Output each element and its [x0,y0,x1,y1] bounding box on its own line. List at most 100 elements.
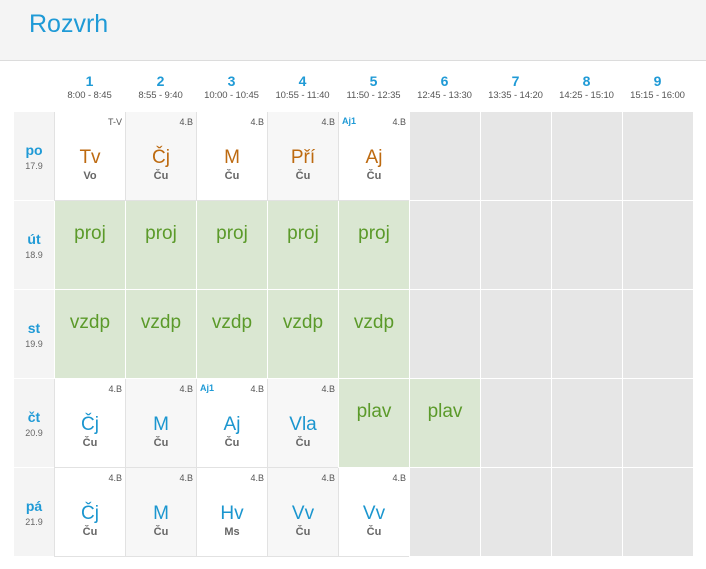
room-label: 4.B [179,384,193,394]
empty-cell [551,112,622,201]
empty-cell [551,468,622,557]
room-label: 4.B [108,384,122,394]
period-time: 10:55 - 11:40 [275,90,330,101]
room-label: 4.B [321,384,335,394]
subject-label: Aj [365,147,383,168]
day-date: 18.9 [25,249,43,260]
room-label: 4.B [392,117,406,127]
timetable-grid: 1 8:00 - 8:45 2 8:55 - 9:40 3 10:00 - 10:45… [14,72,694,557]
period-time: 15:15 - 16:00 [630,90,685,101]
event-cell[interactable]: vzdp [125,290,196,379]
event-cell[interactable]: proj [54,201,125,290]
event-label: vzdp [282,312,324,333]
subject-label: M [153,414,169,435]
period-header: 3 10:00 - 10:45 [196,72,267,112]
event-label: proj [216,223,248,244]
period-number: 9 [653,73,662,89]
day-header-friday: pá 21.9 [14,468,54,557]
empty-cell [622,201,693,290]
event-label: proj [287,223,319,244]
subject-label: Vla [289,414,317,435]
subject-label: Aj [223,414,241,435]
empty-cell [480,468,551,557]
empty-cell [409,468,480,557]
lesson-cell[interactable]: 4.B Čj Ču [54,379,125,468]
empty-cell [409,112,480,201]
room-label: 4.B [250,473,264,483]
lesson-cell[interactable]: 4.B M Ču [196,112,267,201]
day-name: čt [27,408,41,425]
teacher-label: Ču [366,170,382,182]
empty-cell [480,112,551,201]
period-time: 14:25 - 15:10 [559,90,614,101]
lesson-cell[interactable]: 4.B Vv Ču [267,468,338,557]
subject-label: Tv [79,147,101,168]
event-cell[interactable]: vzdp [54,290,125,379]
subject-label: M [224,147,240,168]
empty-cell [480,290,551,379]
event-cell[interactable]: proj [196,201,267,290]
teacher-label: Ču [295,170,311,182]
period-header: 9 15:15 - 16:00 [622,72,693,112]
teacher-label: Ču [82,437,98,449]
period-header: 2 8:55 - 9:40 [125,72,196,112]
day-name: út [27,230,41,247]
room-label: T-V [107,117,122,127]
lesson-cell[interactable]: Aj1 4.B Aj Ču [338,112,409,201]
lesson-cell[interactable]: 4.B Čj Ču [54,468,125,557]
period-number: 1 [85,73,94,89]
teacher-label: Ču [153,170,169,182]
lesson-cell[interactable]: 4.B Vv Ču [338,468,409,557]
event-cell[interactable]: vzdp [196,290,267,379]
event-cell[interactable]: proj [267,201,338,290]
event-cell[interactable]: proj [338,201,409,290]
empty-cell [551,290,622,379]
group-label: Aj1 [342,116,357,126]
period-header: 1 8:00 - 8:45 [54,72,125,112]
teacher-label: Vo [83,170,97,182]
day-date: 17.9 [25,160,43,171]
period-number: 4 [298,73,307,89]
event-label: vzdp [69,312,111,333]
period-number: 5 [369,73,378,89]
period-number: 8 [582,73,591,89]
room-label: 4.B [179,117,193,127]
event-cell[interactable]: vzdp [267,290,338,379]
day-date: 21.9 [25,516,43,527]
lesson-cell[interactable]: 4.B Pří Ču [267,112,338,201]
period-header: 8 14:25 - 15:10 [551,72,622,112]
event-label: vzdp [211,312,253,333]
empty-cell [409,290,480,379]
event-cell[interactable]: vzdp [338,290,409,379]
event-label: plav [356,401,392,422]
period-time: 8:00 - 8:45 [67,90,112,101]
empty-cell [622,112,693,201]
day-name: st [27,319,41,336]
lesson-cell[interactable]: 4.B M Ču [125,379,196,468]
lesson-cell[interactable]: T-V Tv Vo [54,112,125,201]
lesson-cell[interactable]: 4.B Čj Ču [125,112,196,201]
subject-label: M [153,503,169,524]
lesson-cell[interactable]: 4.B M Ču [125,468,196,557]
day-date: 19.9 [25,338,43,349]
event-cell[interactable]: proj [125,201,196,290]
empty-cell [622,379,693,468]
teacher-label: Ms [224,526,240,538]
event-cell[interactable]: plav [338,379,409,468]
lesson-cell[interactable]: 4.B Vla Ču [267,379,338,468]
period-time: 12:45 - 13:30 [417,90,472,101]
event-label: proj [145,223,177,244]
event-cell[interactable]: plav [409,379,480,468]
teacher-label: Ču [366,526,382,538]
event-label: proj [74,223,106,244]
page-title: Rozvrh [29,10,109,38]
lesson-cell[interactable]: 4.B Hv Ms [196,468,267,557]
subject-label: Čj [152,147,170,168]
room-label: 4.B [250,117,264,127]
teacher-label: Ču [82,526,98,538]
subject-label: Vv [291,503,315,524]
lesson-cell[interactable]: Aj1 4.B Aj Ču [196,379,267,468]
period-time: 10:00 - 10:45 [204,90,259,101]
subject-label: Hv [220,503,244,524]
period-header: 7 13:35 - 14:20 [480,72,551,112]
